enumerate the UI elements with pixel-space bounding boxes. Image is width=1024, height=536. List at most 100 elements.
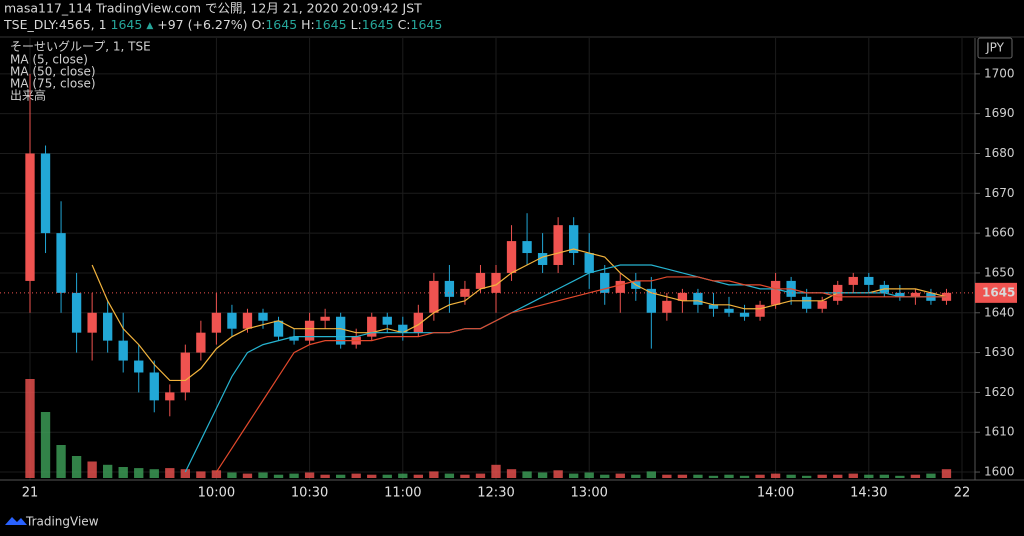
- x-tick-label: 14:30: [850, 486, 887, 501]
- volume-bar: [569, 473, 579, 478]
- legend-entry: MA (75, close): [10, 77, 96, 91]
- candle-body: [724, 308, 734, 313]
- c-value: 1645: [411, 17, 443, 32]
- x-tick-label: 22: [954, 486, 971, 501]
- candle-body: [708, 304, 719, 309]
- volume-bar: [149, 469, 159, 478]
- candle-body: [444, 280, 455, 297]
- candle-body: [864, 276, 874, 285]
- volume-bar: [646, 471, 656, 478]
- y-tick-label: 1700: [984, 66, 1015, 80]
- x-tick-label: 13:00: [570, 486, 607, 501]
- candle-body: [739, 312, 750, 317]
- volume-bar: [242, 473, 253, 478]
- volume-bar: [103, 464, 113, 478]
- volume-bar: [770, 473, 781, 478]
- volume-bar: [258, 472, 268, 478]
- volume-bar: [941, 469, 952, 478]
- candle-body: [118, 340, 128, 361]
- legend-title: そーせいグループ, 1, TSE: [10, 40, 151, 54]
- volume-bar: [600, 474, 610, 478]
- candle-body: [304, 320, 315, 341]
- volume-bar: [584, 472, 594, 478]
- legend-entry: MA (5, close): [10, 53, 88, 67]
- volume-bar: [165, 468, 175, 478]
- y-tick-label: 1610: [984, 425, 1015, 439]
- volume-bar: [537, 472, 548, 478]
- volume-bar: [864, 474, 874, 478]
- volume-bar: [180, 469, 190, 478]
- volume-bar: [615, 473, 625, 478]
- volume-bar: [87, 461, 97, 478]
- candle-body: [87, 312, 97, 333]
- volume-bar: [786, 474, 796, 478]
- plot: [0, 73, 975, 478]
- candle-body: [56, 233, 66, 293]
- candle-body: [770, 280, 781, 305]
- header-line: masa117_114 TradingView.com で公開, 12月 21,…: [4, 1, 422, 16]
- y-tick-label: 1680: [984, 146, 1015, 160]
- volume-bar: [211, 470, 222, 478]
- volume-bar: [833, 474, 843, 478]
- candle-body: [25, 153, 35, 281]
- volume-bar: [289, 473, 299, 478]
- volume-bar: [491, 464, 501, 478]
- volume-bar: [895, 475, 905, 478]
- volume-bar: [802, 475, 812, 478]
- candle-body: [71, 292, 82, 333]
- candle-body: [273, 320, 284, 337]
- footer-brand: TradingView: [25, 515, 99, 529]
- header-quote: TSE_DLY:4565, 1 1645 ▲ +97 (+6.27%) O:16…: [3, 17, 442, 32]
- currency[interactable]: JPY: [985, 41, 1005, 55]
- volume-bar: [25, 379, 35, 478]
- candle-body: [429, 280, 439, 313]
- volume-bar: [755, 474, 765, 478]
- volume-bar: [693, 474, 703, 478]
- volume-bar: [382, 474, 392, 478]
- h-label: H:: [301, 17, 315, 32]
- y-tick-label: 1670: [984, 186, 1015, 200]
- candle-body: [537, 253, 548, 265]
- volume-bar: [817, 474, 827, 478]
- x-tick-label: 14:00: [757, 486, 794, 501]
- l-value: 1645: [362, 17, 394, 32]
- volume-bar: [320, 474, 330, 478]
- volume-bar: [40, 412, 51, 478]
- candle-body: [196, 332, 206, 353]
- change: +97 (+6.27%): [157, 17, 247, 32]
- candle-body: [802, 296, 812, 309]
- candle-body: [242, 312, 253, 329]
- currency-button[interactable]: [977, 37, 1013, 59]
- x-tick-label: 12:30: [477, 486, 514, 501]
- volume-bar: [910, 474, 921, 478]
- volume-bar: [56, 445, 66, 478]
- candle-body: [491, 272, 501, 293]
- candle-body: [258, 312, 268, 321]
- volume-bar: [475, 473, 486, 478]
- candle-body: [180, 352, 190, 393]
- y-tick-label: 1690: [984, 106, 1015, 120]
- price: 1645: [111, 17, 143, 32]
- volume-bar: [304, 472, 315, 478]
- legend-entry: MA (50, close): [10, 65, 96, 79]
- volume-bar: [848, 473, 858, 478]
- candle-body: [413, 312, 423, 333]
- o-label: O:: [252, 17, 266, 32]
- candle-body: [103, 312, 113, 341]
- volume-bar: [273, 474, 284, 478]
- volume-bar: [879, 474, 889, 478]
- last-price-tag: [975, 282, 1017, 303]
- candle-body: [227, 312, 237, 329]
- h-value: 1645: [315, 17, 347, 32]
- volume-bar: [724, 474, 734, 478]
- volume-bar: [926, 473, 936, 478]
- arrow: ▲: [146, 21, 153, 31]
- y-tick-label: 1660: [984, 226, 1015, 240]
- volume-bar: [662, 474, 672, 478]
- candle-body: [584, 253, 594, 273]
- grid: [0, 38, 975, 480]
- volume-bar: [196, 471, 206, 478]
- candle-body: [475, 272, 486, 289]
- candle-body: [134, 360, 144, 373]
